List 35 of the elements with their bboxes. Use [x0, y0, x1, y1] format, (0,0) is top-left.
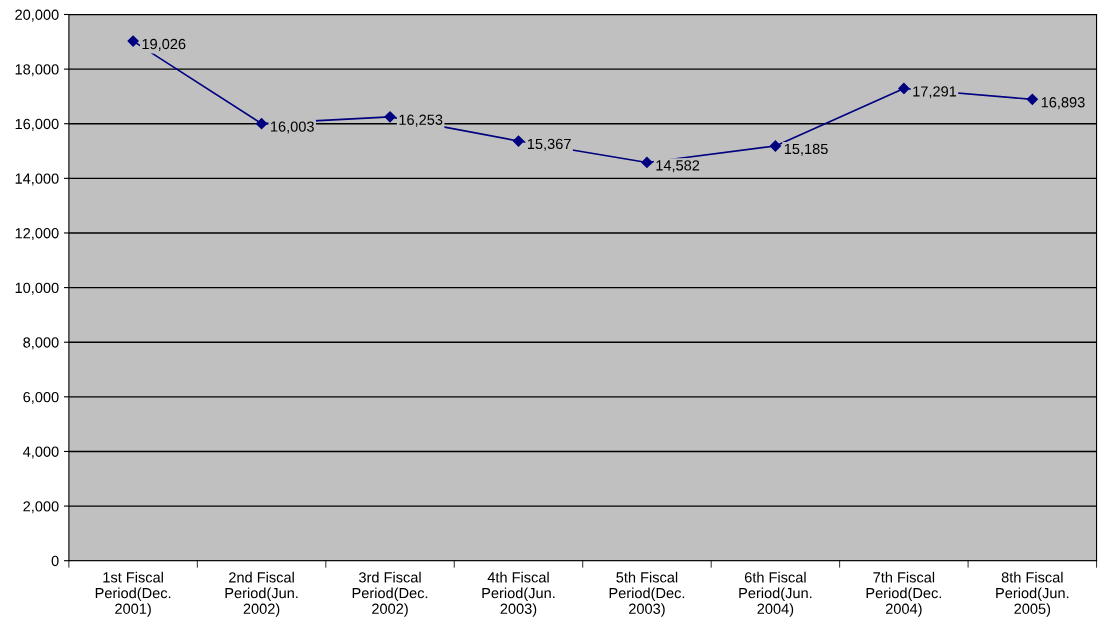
x-tick-label: 5th Fiscal Period(Dec. 2003): [609, 571, 685, 617]
point: [384, 111, 396, 123]
x-tick-label: 1st Fiscal Period(Dec. 2001): [95, 571, 171, 617]
point: [769, 140, 782, 152]
data-label: 16,003: [271, 121, 314, 134]
y-tick-label: 6,000: [23, 391, 59, 404]
x-tick-label: 8th Fiscal Period(Jun. 2005): [996, 571, 1069, 617]
y-tick-label: 4,000: [23, 446, 59, 459]
y-tick-label: 0: [51, 555, 59, 567]
x-tick-label: 6th Fiscal Period(Jun. 2004): [739, 571, 812, 617]
x-tick-label: 7th Fiscal Period(Dec. 2004): [866, 571, 942, 617]
data-label: 16,893: [1041, 97, 1085, 110]
data-label: 15,367: [527, 138, 571, 151]
y-tick-label: 8,000: [23, 337, 59, 350]
y-tick-label: 2,000: [23, 501, 59, 514]
data-label: 15,185: [784, 143, 828, 156]
point: [512, 135, 525, 147]
data-label: 17,291: [913, 86, 957, 99]
data-label: 14,582: [656, 160, 700, 173]
y-tick-label: 16,000: [15, 118, 59, 131]
data-label: 19,026: [142, 38, 186, 51]
point: [127, 35, 139, 47]
point: [255, 118, 268, 130]
data-label: 16,253: [399, 114, 443, 127]
point: [1026, 93, 1038, 105]
y-tick-label: 10,000: [15, 282, 59, 295]
x-tick-label: 2nd Fiscal Period(Jun. 2002): [225, 571, 298, 617]
y-tick-label: 20,000: [15, 9, 59, 22]
y-tick-label: 14,000: [15, 173, 59, 186]
x-tick-label: 4th Fiscal Period(Jun. 2003): [482, 571, 555, 617]
x-tick-label: 3rd Fiscal Period(Dec. 2002): [352, 571, 428, 617]
y-tick-label: 18,000: [15, 64, 59, 77]
point: [641, 156, 653, 169]
y-tick-label: 12,000: [15, 228, 59, 241]
point: [898, 82, 910, 95]
